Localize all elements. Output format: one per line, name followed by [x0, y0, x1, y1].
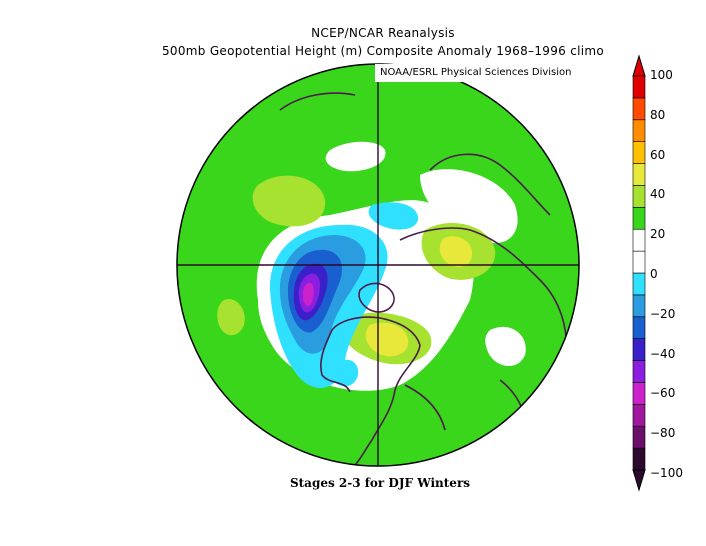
colorbar: [632, 54, 646, 492]
colorbar-tick-label: −100: [650, 466, 683, 480]
colorbar-tick-label: −20: [650, 306, 676, 321]
colorbar-swatch: [632, 338, 646, 361]
colorbar-swatch: [632, 97, 646, 121]
title-line-1: NCEP/NCAR Reanalysis: [311, 26, 455, 40]
colorbar-tick-label: −80: [650, 426, 676, 441]
zero-region-north-pacific: [325, 141, 386, 172]
colorbar-tick-label: 40: [650, 187, 666, 202]
title-line-2: 500mb Geopotential Height (m) Composite …: [162, 44, 604, 58]
asia-coast-outline: [429, 153, 551, 216]
north-america-outline: [331, 316, 421, 466]
colorbar-swatch: [632, 228, 646, 252]
colorbar-tick-label: 80: [650, 107, 666, 122]
colorbar-tick-label: 20: [650, 227, 666, 242]
colorbar-swatch: [632, 447, 646, 471]
positive-core-canada: [365, 322, 409, 357]
colorbar-tick-label: −40: [650, 346, 676, 361]
colorbar-swatch: [632, 207, 646, 230]
positive-max-west: [252, 175, 326, 227]
negative-min-core: [303, 282, 314, 306]
colorbar-tick-label: 60: [650, 147, 666, 162]
colorbar-swatch: [632, 316, 646, 339]
colorbar-swatch: [632, 185, 646, 208]
eurasia-outline: [399, 227, 568, 361]
pacific-islands-outline: [279, 92, 356, 111]
colorbar-tick-label: −60: [650, 386, 676, 401]
west-coast-outline: [320, 329, 351, 393]
colorbar-swatch: [632, 404, 646, 427]
colorbar-swatch: [632, 250, 646, 274]
positive-max-far-west: [217, 299, 245, 336]
colorbar-swatch: [632, 163, 646, 186]
credit-label: NOAA/ESRL Physical Sciences Division: [375, 64, 583, 82]
colorbar-swatch: [632, 360, 646, 383]
colorbar-tick-label: 0: [650, 267, 658, 281]
south-america-outline: [404, 384, 446, 431]
negative-region-cyan-south: [330, 359, 359, 387]
colorbar-swatch: [632, 272, 646, 296]
colorbar-swatch: [632, 382, 646, 405]
colorbar-swatch: [632, 119, 646, 142]
positive-core-eurasia: [439, 236, 473, 267]
colorbar-swatch: [632, 141, 646, 164]
colorbar-top-arrow: [632, 54, 646, 77]
anomaly-field: [177, 64, 579, 466]
zero-region-atlantic: [485, 326, 526, 367]
colorbar-bottom-arrow: [632, 469, 646, 492]
colorbar-swatch: [632, 294, 646, 318]
colorbar-tick-label: 100: [650, 68, 673, 82]
colorbar-swatch: [632, 75, 646, 99]
continent-outlines: [279, 92, 568, 466]
map-caption: Stages 2-3 for DJF Winters: [289, 476, 471, 490]
colorbar-swatch: [632, 425, 646, 449]
greenland-outline: [358, 282, 395, 313]
negative-region-cyan-north: [368, 202, 419, 230]
zero-region-siberia: [420, 169, 518, 244]
